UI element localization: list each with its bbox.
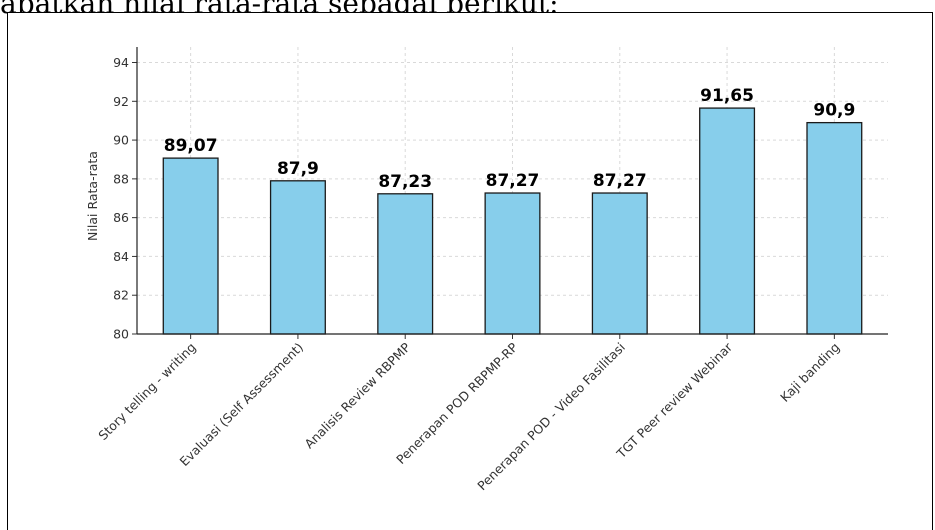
data-label: 89,07 xyxy=(164,136,218,156)
bar xyxy=(699,107,756,335)
bar xyxy=(162,157,219,335)
bar xyxy=(484,192,541,335)
bars xyxy=(162,107,863,335)
chart-frame xyxy=(7,12,933,530)
y-axis-label: Nilai Rata-rata xyxy=(85,151,100,241)
y-tick-label: 84 xyxy=(113,249,129,264)
bar xyxy=(377,193,434,335)
x-tick-label: Story telling - writing xyxy=(95,340,199,444)
x-tick-label: Kaji banding xyxy=(777,340,842,405)
data-labels: 89,07 87,9 87,23 87,27 87,27 91,65 90,9 xyxy=(164,86,856,192)
y-tick-label: 86 xyxy=(113,210,129,225)
bar xyxy=(806,121,863,335)
y-tick-label: 94 xyxy=(113,55,129,70)
y-tick-label: 90 xyxy=(113,133,129,148)
data-label: 91,65 xyxy=(700,86,754,106)
data-label: 87,27 xyxy=(593,171,647,191)
y-tick-labels: 80 82 84 86 88 90 92 94 xyxy=(113,55,129,341)
y-tick-label: 80 xyxy=(113,327,129,342)
x-tick-label: Evaluasi (Self Assessment) xyxy=(177,340,307,470)
bar xyxy=(591,192,648,335)
data-label: 90,9 xyxy=(813,101,855,121)
data-label: 87,23 xyxy=(378,172,432,192)
axes xyxy=(132,47,888,339)
y-tick-label: 82 xyxy=(113,288,129,303)
bar xyxy=(269,180,326,335)
data-label: 87,27 xyxy=(486,171,540,191)
data-label: 87,9 xyxy=(277,159,319,179)
x-tick-label: Penerapan POD RBPMP-RP xyxy=(393,339,521,467)
y-tick-label: 88 xyxy=(113,171,129,186)
y-tick-label: 92 xyxy=(113,94,129,109)
x-tick-label: Analisis Review RBPMP xyxy=(301,339,413,451)
x-tick-label: TGT Peer review Webinar xyxy=(613,339,736,462)
